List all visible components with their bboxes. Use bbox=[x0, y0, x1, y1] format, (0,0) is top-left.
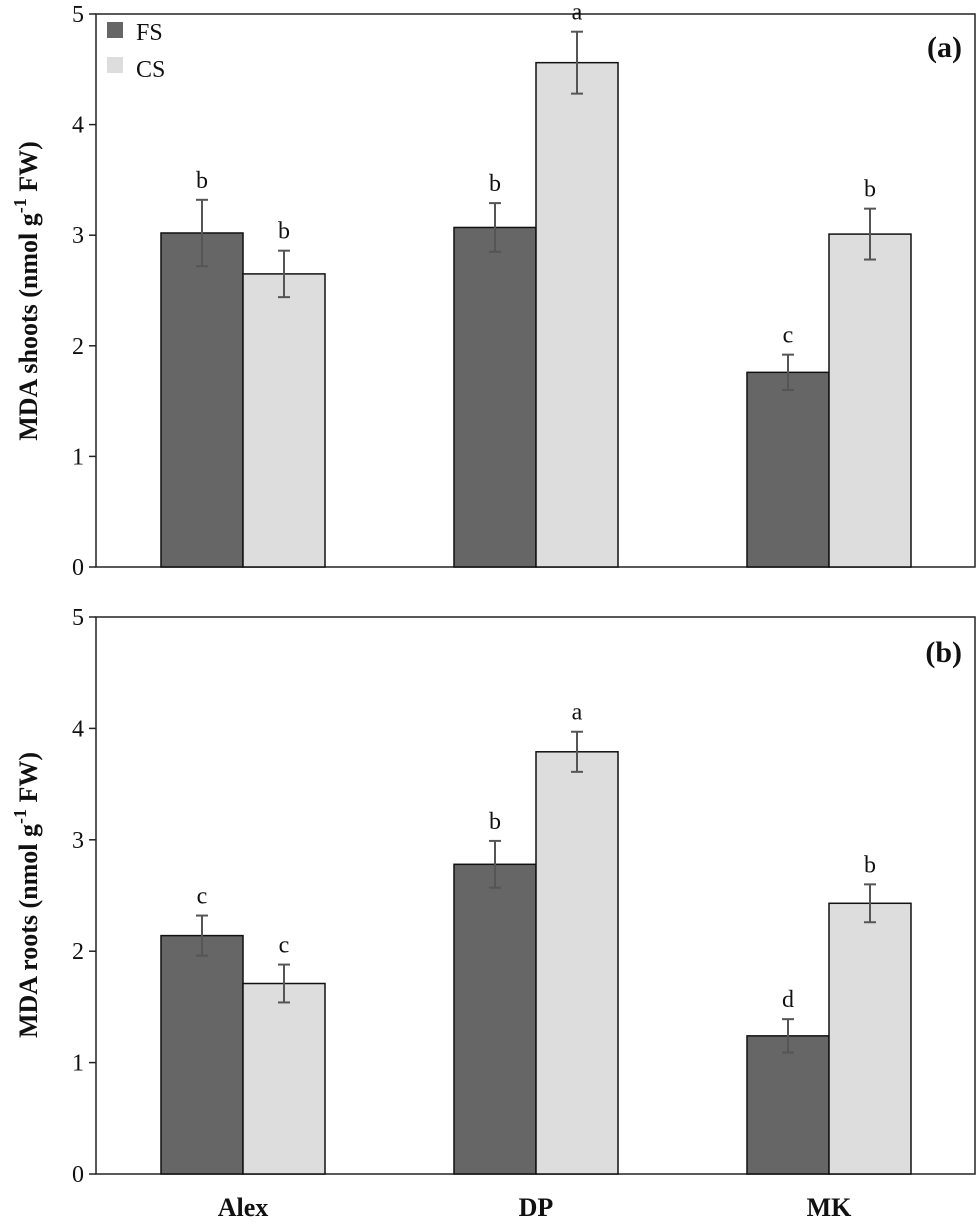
x-axis-categories: Alex DP MK bbox=[218, 1193, 852, 1222]
panel-a-ytick-label: 3 bbox=[72, 223, 84, 249]
panel-a-bar-fs-mk bbox=[746, 371, 830, 568]
panel-b-significance-letter: d bbox=[782, 987, 794, 1013]
legend-swatch-cs bbox=[107, 57, 123, 73]
panel-b-ylabel-main: MDA roots (nmol g bbox=[14, 824, 43, 1038]
panel-b-bar-cs-mk bbox=[828, 902, 912, 1175]
panel-b-ylabel-sup: -1 bbox=[10, 809, 30, 824]
panel-b-bar-fs-mk bbox=[746, 1035, 830, 1175]
x-category-label-mk: MK bbox=[807, 1193, 853, 1222]
panel-a-bar-fs-alex bbox=[160, 232, 244, 568]
panel-a-ytick-label: 5 bbox=[72, 2, 84, 28]
x-category-label-alex: Alex bbox=[218, 1193, 269, 1222]
panel-a-ylabel-end: FW) bbox=[14, 141, 43, 198]
legend-swatch-fs bbox=[107, 22, 123, 38]
legend-label-cs: CS bbox=[136, 57, 165, 83]
panel-a-bar-fs-dp bbox=[453, 226, 537, 568]
panel-a-ylabel-sup: -1 bbox=[10, 198, 30, 213]
panel-b-ytick-label: 0 bbox=[72, 1162, 84, 1188]
panel-b-significance-letter: b bbox=[489, 809, 501, 835]
panel-a-bar-cs-dp bbox=[535, 61, 619, 568]
panel-b-significance-letter: c bbox=[279, 933, 290, 959]
x-category-label-dp: DP bbox=[519, 1193, 554, 1222]
panel-a-significance-letter: b bbox=[196, 168, 208, 194]
panel-b-y-axis-label: MDA roots (nmol g-1 FW) bbox=[10, 752, 43, 1038]
panel-a-bar-cs-mk bbox=[828, 233, 912, 568]
panel-b-significance-letter: a bbox=[572, 700, 583, 726]
panel-b-significance-letter: c bbox=[197, 884, 208, 910]
panel-b-label: (b) bbox=[925, 636, 962, 669]
panel-b-ylabel-end: FW) bbox=[14, 752, 43, 809]
panel-b-ytick-label: 5 bbox=[72, 605, 84, 631]
panel-a-shoots: b b c b a b 0 1 2 3 4 5 (a) FS CS MDA shoots (nmol… bbox=[10, 0, 976, 581]
panel-b-ytick-label: 4 bbox=[72, 716, 84, 742]
panel-a-ylabel-main: MDA shoots (nmol g bbox=[14, 213, 43, 441]
panel-a-significance-letter: c bbox=[783, 323, 794, 349]
panel-a-label: (a) bbox=[927, 31, 962, 64]
panel-a-ytick-label: 4 bbox=[72, 113, 84, 139]
legend-label-fs: FS bbox=[136, 20, 163, 46]
panel-b-significance-letter: b bbox=[864, 852, 876, 878]
panel-b-bar-fs-dp bbox=[453, 863, 537, 1175]
panel-b-roots: c b d c a b 0 1 2 3 4 5 (b) MDA roots (nmol g-1 FW… bbox=[10, 605, 976, 1188]
panel-a-ytick-label: 0 bbox=[72, 555, 84, 581]
panel-b-bar-cs-alex bbox=[242, 982, 326, 1175]
panel-b-ytick-label: 1 bbox=[72, 1051, 84, 1077]
panel-a-significance-letter: b bbox=[278, 219, 290, 245]
legend: FS CS bbox=[107, 20, 165, 83]
panel-a-significance-letter: b bbox=[489, 171, 501, 197]
panel-a-ytick-label: 1 bbox=[72, 444, 84, 470]
panel-a-significance-letter: a bbox=[572, 0, 583, 26]
panel-b-ytick-label: 3 bbox=[72, 828, 84, 854]
panel-b-ytick-label: 2 bbox=[72, 939, 84, 965]
panel-b-bar-fs-alex bbox=[160, 934, 244, 1175]
panel-a-significance-letter: b bbox=[864, 177, 876, 203]
panel-a-ytick-label: 2 bbox=[72, 334, 84, 360]
panel-a-y-axis-label: MDA shoots (nmol g-1 FW) bbox=[10, 141, 43, 441]
panel-b-bar-cs-dp bbox=[535, 751, 619, 1175]
panel-a-bar-cs-alex bbox=[242, 273, 326, 568]
